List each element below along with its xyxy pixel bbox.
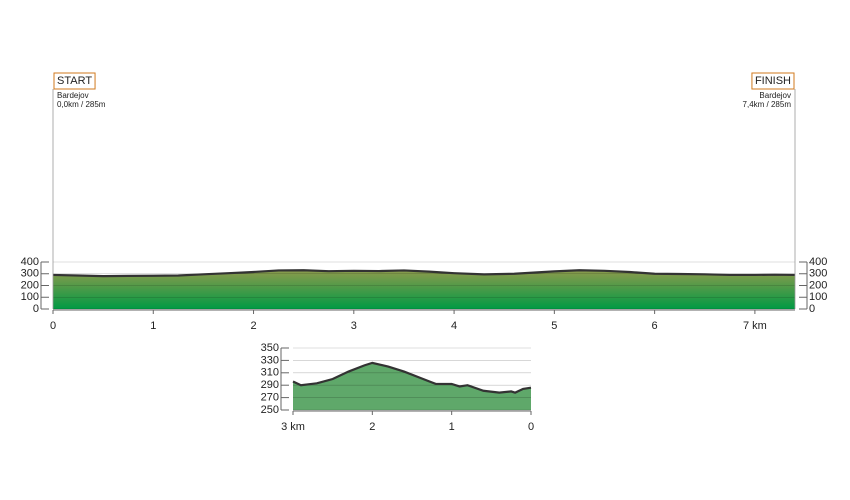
x-tick-label: 7 km xyxy=(743,320,767,332)
y-tick-label: 300 xyxy=(21,268,39,280)
y-tick-label: 200 xyxy=(21,279,39,291)
marker-label: FINISH xyxy=(755,75,791,87)
x-tick-label: 6 xyxy=(652,320,658,332)
y-tick-label: 100 xyxy=(809,291,827,303)
y-tick-label: 400 xyxy=(809,256,827,268)
marker-box xyxy=(751,72,795,90)
x-tick-label: 0 xyxy=(528,421,534,433)
x-tick-label: 3 km xyxy=(281,421,305,433)
x-tick-label: 1 xyxy=(150,320,156,332)
x-tick-label: 0 xyxy=(50,320,56,332)
y-tick-label: 270 xyxy=(261,392,279,404)
y-tick-label: 330 xyxy=(261,354,279,366)
elevation-line xyxy=(52,269,796,278)
marker-place: Bardejov xyxy=(759,91,791,100)
marker-place: Bardejov xyxy=(57,91,89,100)
elevation-area xyxy=(293,362,531,410)
y-tick-label: 200 xyxy=(809,279,827,291)
elevation-area xyxy=(53,270,795,309)
marker-label: START xyxy=(57,75,92,87)
y-tick-label: 300 xyxy=(809,268,827,280)
x-tick-label: 4 xyxy=(451,320,457,332)
elevation-line xyxy=(292,361,532,394)
y-tick-label: 0 xyxy=(33,303,39,315)
y-tick-label: 0 xyxy=(809,303,815,315)
marker-info: 0,0km / 285m xyxy=(57,100,106,109)
y-tick-label: 100 xyxy=(21,291,39,303)
marker-box xyxy=(53,72,96,90)
y-tick-label: 350 xyxy=(261,342,279,354)
x-tick-label: 5 xyxy=(551,320,557,332)
x-tick-label: 3 xyxy=(351,320,357,332)
y-tick-label: 290 xyxy=(261,379,279,391)
x-tick-label: 2 xyxy=(250,320,256,332)
y-tick-label: 310 xyxy=(261,367,279,379)
marker-info: 7,4km / 285m xyxy=(743,100,792,109)
y-tick-label: 400 xyxy=(21,256,39,268)
x-tick-label: 2 xyxy=(369,421,375,433)
x-tick-label: 1 xyxy=(449,421,455,433)
y-tick-label: 250 xyxy=(261,404,279,416)
